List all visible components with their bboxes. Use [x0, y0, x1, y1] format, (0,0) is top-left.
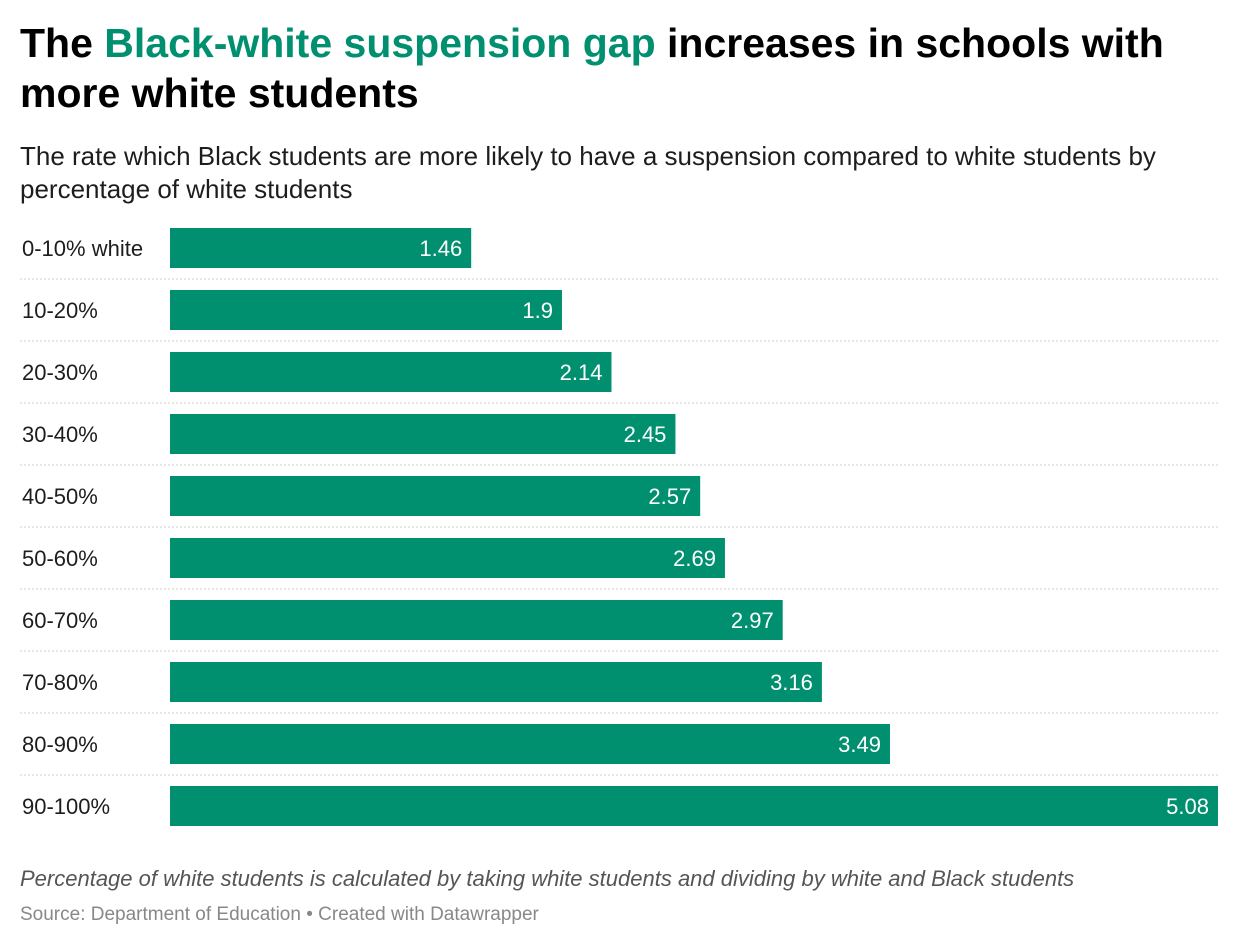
chart-source: Source: Department of Education • Create…	[20, 904, 539, 925]
category-label: 80-90%	[22, 732, 98, 757]
value-label: 2.14	[560, 360, 603, 385]
bar	[170, 538, 725, 578]
bar	[170, 724, 890, 764]
bar	[170, 228, 472, 268]
category-label: 40-50%	[22, 484, 98, 509]
bar	[170, 476, 701, 516]
chart-title: The Black-white suspension gap increases…	[20, 18, 1220, 118]
chart-subtitle: The rate which Black students are more l…	[20, 141, 1156, 204]
value-label: 3.49	[838, 732, 881, 757]
category-label: 20-30%	[22, 360, 98, 385]
value-label: 2.57	[648, 484, 691, 509]
title-after: increases in schools with more white stu…	[20, 20, 1164, 116]
category-label: 90-100%	[22, 794, 110, 819]
category-label: 0-10% white	[22, 236, 143, 261]
value-label: 2.69	[673, 546, 716, 571]
value-label: 2.97	[731, 608, 774, 633]
bar	[170, 290, 562, 330]
chart-notes: Percentage of white students is calculat…	[20, 866, 1075, 891]
title-highlight: Black-white suspension gap	[104, 20, 656, 66]
category-label: 60-70%	[22, 608, 98, 633]
value-label: 3.16	[770, 670, 813, 695]
category-label: 70-80%	[22, 670, 98, 695]
value-label: 1.46	[419, 236, 462, 261]
bar	[170, 786, 1218, 826]
bar	[170, 414, 676, 454]
category-label: 10-20%	[22, 298, 98, 323]
category-label: 50-60%	[22, 546, 98, 571]
value-label: 5.08	[1166, 794, 1209, 819]
value-label: 1.9	[522, 298, 553, 323]
title-before: The	[20, 20, 105, 66]
bar	[170, 662, 822, 702]
bar	[170, 600, 783, 640]
value-label: 2.45	[624, 422, 667, 447]
category-label: 30-40%	[22, 422, 98, 447]
bar	[170, 352, 612, 392]
